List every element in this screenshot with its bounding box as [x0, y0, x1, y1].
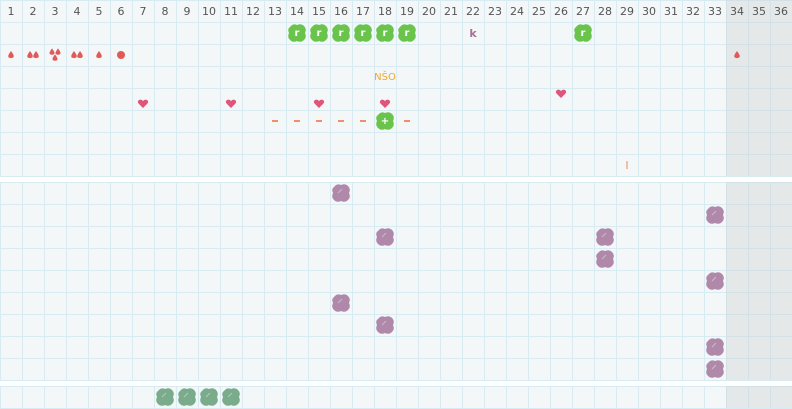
blob-letter: r [338, 27, 344, 39]
day-number[interactable]: 12 [246, 4, 260, 18]
purple-blob-icon[interactable] [330, 182, 352, 204]
day-number[interactable]: 15 [312, 4, 326, 18]
note-label[interactable]: I [616, 154, 638, 176]
green-blob-icon[interactable]: r [308, 22, 330, 44]
green-blob-icon[interactable]: r [396, 22, 418, 44]
blob-letter: r [316, 27, 322, 39]
blob-letter: r [580, 27, 586, 39]
day-number[interactable]: 9 [183, 4, 191, 18]
heart-icon[interactable] [308, 88, 330, 110]
green-blob-icon[interactable]: + [374, 110, 396, 132]
day-number[interactable]: 17 [356, 4, 370, 18]
day-number[interactable]: 19 [400, 4, 414, 18]
day-number[interactable]: 13 [268, 4, 282, 18]
future-days-shade [726, 182, 792, 380]
day-number[interactable]: 28 [598, 4, 612, 18]
blob-letter: r [360, 27, 366, 39]
dash-icon[interactable] [286, 110, 308, 132]
future-days-shade [726, 0, 792, 176]
dash-icon[interactable] [330, 110, 352, 132]
day-number[interactable]: 31 [664, 4, 678, 18]
day-number[interactable]: 23 [488, 4, 502, 18]
note-text: I [625, 158, 629, 172]
note-text: k [469, 26, 477, 40]
day-number[interactable]: 27 [576, 4, 590, 18]
blood-drop-icon[interactable] [726, 44, 748, 66]
purple-blob-icon[interactable] [374, 314, 396, 336]
blob-letter: r [404, 27, 410, 39]
note-text: NŠO [374, 71, 396, 83]
day-number[interactable]: 25 [532, 4, 546, 18]
day-number[interactable]: 2 [29, 4, 37, 18]
dark-green-blob-icon[interactable] [154, 386, 176, 408]
purple-blob-icon[interactable] [594, 248, 616, 270]
blob-letter: + [380, 115, 390, 127]
day-number[interactable]: 16 [334, 4, 348, 18]
purple-blob-icon[interactable] [704, 270, 726, 292]
dash-icon[interactable] [264, 110, 286, 132]
green-blob-icon[interactable]: r [286, 22, 308, 44]
green-blob-icon[interactable]: r [352, 22, 374, 44]
purple-blob-icon[interactable] [704, 336, 726, 358]
day-number[interactable]: 4 [73, 4, 81, 18]
purple-blob-icon[interactable] [594, 226, 616, 248]
day-number[interactable]: 21 [444, 4, 458, 18]
cycle-chart-middle-section [0, 182, 792, 381]
day-number[interactable]: 3 [51, 4, 59, 18]
day-number[interactable]: 11 [224, 4, 238, 18]
day-number[interactable]: 24 [510, 4, 524, 18]
day-number[interactable]: 36 [774, 4, 788, 18]
day-number[interactable]: 26 [554, 4, 568, 18]
dash-icon[interactable] [308, 110, 330, 132]
purple-blob-icon[interactable] [374, 226, 396, 248]
day-number[interactable]: 33 [708, 4, 722, 18]
spotting-icon[interactable] [110, 44, 132, 66]
purple-blob-icon[interactable] [704, 358, 726, 380]
green-blob-icon[interactable]: r [572, 22, 594, 44]
blob-letter: r [294, 27, 300, 39]
blood-drop-icon[interactable] [66, 44, 88, 66]
blob-letter: r [382, 27, 388, 39]
day-number[interactable]: 6 [117, 4, 125, 18]
heart-icon[interactable] [220, 88, 242, 110]
dark-green-blob-icon[interactable] [220, 386, 242, 408]
heart-icon[interactable] [132, 88, 154, 110]
dash-icon[interactable] [396, 110, 418, 132]
cycle-chart-bottom-section [0, 386, 792, 409]
blood-drop-icon[interactable] [0, 44, 22, 66]
day-number[interactable]: 22 [466, 4, 480, 18]
day-number[interactable]: 18 [378, 4, 392, 18]
purple-blob-icon[interactable] [330, 292, 352, 314]
day-number[interactable]: 32 [686, 4, 700, 18]
day-number[interactable]: 35 [752, 4, 766, 18]
day-number[interactable]: 7 [139, 4, 147, 18]
day-number[interactable]: 20 [422, 4, 436, 18]
note-label[interactable]: NŠO [374, 66, 396, 88]
dark-green-blob-icon[interactable] [176, 386, 198, 408]
day-number[interactable]: 29 [620, 4, 634, 18]
blood-drop-icon[interactable] [88, 44, 110, 66]
day-number[interactable]: 5 [95, 4, 103, 18]
day-number[interactable]: 34 [730, 4, 744, 18]
heart-icon[interactable] [550, 88, 572, 110]
note-label[interactable]: k [462, 22, 484, 44]
purple-blob-icon[interactable] [704, 204, 726, 226]
green-blob-icon[interactable]: r [374, 22, 396, 44]
blood-drop-icon[interactable] [22, 44, 44, 66]
heart-icon[interactable] [374, 88, 396, 110]
cycle-chart-top-section: 1 2 3 4 5 6 7 8 9 10 11 12 13 14 15 16 17 18 19 20 21 22 23 24 2… [0, 0, 792, 177]
future-days-shade [726, 386, 792, 408]
day-number[interactable]: 1 [7, 4, 15, 18]
day-number[interactable]: 10 [202, 4, 216, 18]
day-number[interactable]: 30 [642, 4, 656, 18]
dash-icon[interactable] [352, 110, 374, 132]
day-number[interactable]: 14 [290, 4, 304, 18]
blood-drop-icon[interactable] [44, 44, 66, 66]
green-blob-icon[interactable]: r [330, 22, 352, 44]
day-number[interactable]: 8 [161, 4, 169, 18]
dark-green-blob-icon[interactable] [198, 386, 220, 408]
